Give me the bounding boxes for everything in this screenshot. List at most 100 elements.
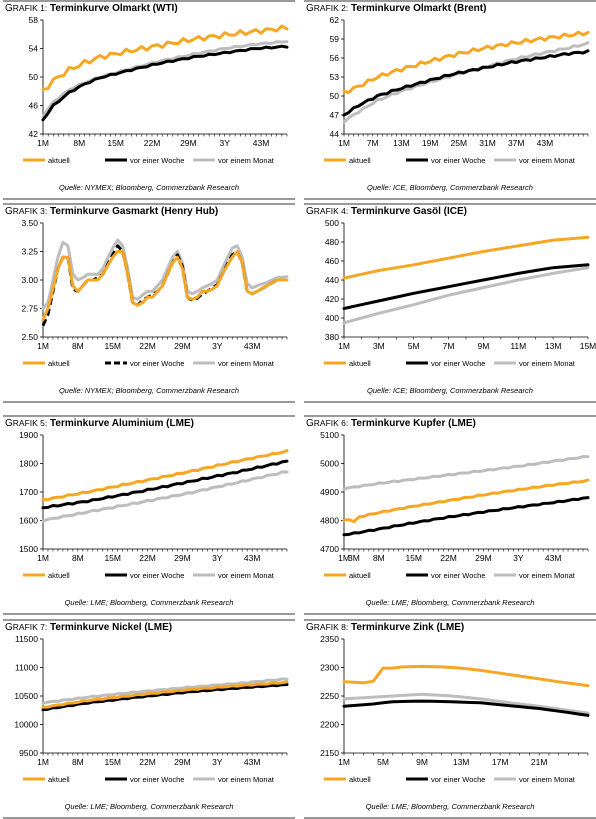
chart-svg: 1500 1600 1700 1800 1900 1M 8M 15M 22M 29M 3Y 43M ak…: [19, 430, 289, 580]
x-tick-label: 13M: [545, 341, 562, 351]
chart-title: GRAFIK 5: Terminkurve Aluminium (LME): [5, 418, 194, 429]
x-tick-label: 21M: [531, 757, 548, 767]
y-tick-label: 2200: [320, 720, 339, 730]
x-tick-label: 1M: [338, 757, 350, 767]
x-tick-label: 1M: [37, 341, 49, 351]
y-tick-label: 10500: [14, 691, 38, 701]
series-line-woche: [342, 699, 590, 717]
series-line-woche: [41, 683, 289, 712]
chart-area: 4700 4800 4900 5000 5100 1M 3M 8M 15M 22M 29M 3Y 43M…: [304, 430, 596, 596]
y-tick-label: 1500: [19, 544, 38, 554]
chart-area: 44 47 50 53 56 59 62 1M 7M 13M 19M 25M 31M 37M 43M aktu…: [304, 15, 596, 181]
x-tick-label: 11M: [510, 341, 526, 351]
x-tick-label: 8M: [373, 553, 385, 563]
x-tick-label: 17M: [492, 757, 509, 767]
legend-label-woche: vor einer Woche: [130, 571, 184, 580]
series-line-monat: [41, 677, 289, 705]
x-tick-label: 43M: [253, 138, 270, 148]
x-tick-label: 43M: [244, 553, 261, 563]
legend-label-aktuell: aktuell: [349, 571, 371, 580]
bottom-rule: [3, 401, 295, 403]
chart-svg: 2.50 2.75 3.00 3.25 3.50 1M 8M 15M 22M 29M 3Y 43M ak…: [21, 218, 289, 368]
legend-label-woche: vor einer Woche: [431, 775, 485, 784]
series-line-aktuell: [41, 449, 289, 502]
series-line-monat: [41, 238, 289, 310]
chart-svg: 2150 2200 2250 2300 2350 1M 5M 9M 13M 17M 21M aktue…: [320, 634, 590, 784]
y-tick-label: 5000: [320, 459, 339, 469]
x-tick-label: 15M: [104, 341, 121, 351]
x-tick-label: 8M: [72, 553, 84, 563]
legend-label-monat: vor einem Monat: [519, 156, 576, 165]
y-tick-label: 54: [29, 44, 39, 54]
chart-title: GRAFIK 4: Terminkurve Gasöl (ICE): [306, 206, 468, 217]
series-line-monat: [342, 455, 590, 491]
top-rule: [3, 619, 295, 621]
legend-label-aktuell: aktuell: [349, 359, 371, 368]
y-tick-label: 46: [29, 101, 39, 111]
legend-label-monat: vor einem Monat: [218, 775, 275, 784]
x-tick-label: 1M: [338, 341, 350, 351]
x-tick-label: 43M: [244, 757, 261, 767]
x-tick-label: 22M: [139, 757, 156, 767]
chart-title: GRAFIK 8: Terminkurve Zink (LME): [306, 622, 465, 633]
legend-label-monat: vor einem Monat: [519, 571, 576, 580]
x-tick-label: 29M: [174, 341, 191, 351]
chart-area: 380 400 420 440 460 480 500 1M 3M 5M 7M 9M 11M 13M 15M…: [304, 218, 596, 384]
x-tick-label: 3Y: [513, 553, 524, 563]
top-rule: [304, 619, 596, 621]
x-tick-label: 29M: [174, 553, 191, 563]
series-line-aktuell: [41, 24, 289, 91]
chart-svg: 380 400 420 440 460 480 500 1M 3M 5M 7M 9M 11M 13M 15M…: [324, 218, 596, 368]
x-tick-label: 3Y: [219, 138, 230, 148]
x-tick-label: 13M: [393, 138, 410, 148]
chart-source: Quelle: NYMEX; Bloomberg, Commerzbank Re…: [58, 386, 240, 395]
x-tick-label: 43M: [537, 138, 554, 148]
x-tick-label: 15M: [405, 553, 422, 563]
chart-area: 2150 2200 2250 2300 2350 1M 5M 9M 13M 17M 21M aktue…: [304, 634, 596, 800]
chart-panel-5: GRAFIK 5: Terminkurve Aluminium (LME) 150…: [3, 415, 295, 615]
series-line-woche: [342, 496, 590, 537]
x-tick-label: 22M: [440, 553, 457, 563]
x-tick-label: 1M: [37, 757, 49, 767]
x-tick-label: 5M: [377, 757, 389, 767]
x-tick-label: 3M: [373, 341, 385, 351]
y-tick-label: 420: [325, 294, 339, 304]
x-tick-label: 22M: [139, 553, 156, 563]
y-tick-label: 5100: [320, 430, 339, 440]
legend-label-monat: vor einem Monat: [519, 359, 576, 368]
x-tick-label: 1M: [338, 138, 350, 148]
chart-source: Quelle: ICE, Bloomberg, Commerzbank Rese…: [367, 183, 533, 192]
y-tick-label: 4900: [320, 487, 339, 497]
axes: [42, 639, 287, 754]
y-tick-label: 44: [330, 129, 340, 139]
y-tick-label: 50: [29, 72, 39, 82]
y-tick-label: 3.50: [21, 218, 38, 228]
chart-source: Quelle: NYMEX; Bloomberg, Commerzbank Re…: [58, 183, 240, 192]
legend-label-woche: vor einer Woche: [130, 775, 184, 784]
y-tick-label: 50: [330, 91, 340, 101]
chart-title: GRAFIK 2: Terminkurve Olmarkt (Brent): [306, 3, 487, 14]
x-tick-label: 1M: [37, 553, 49, 563]
y-tick-label: 2150: [320, 748, 339, 758]
top-rule: [3, 203, 295, 205]
chart-title: GRAFIK 3: Terminkurve Gasmarkt (Henry Hu…: [5, 206, 219, 217]
bottom-rule: [3, 613, 295, 615]
legend-label-monat: vor einem Monat: [218, 156, 275, 165]
bottom-rule: [304, 613, 596, 615]
x-tick-label: 43M: [244, 341, 261, 351]
series-line-aktuell: [342, 235, 590, 280]
legend-label-woche: vor einer Woche: [431, 359, 485, 368]
chart-source: Quelle: LME; Bloomberg, Commerzbank Rese…: [365, 802, 535, 811]
x-tick-label: 3Y: [212, 757, 223, 767]
x-tick-label: 9M: [416, 757, 428, 767]
y-tick-label: 62: [330, 15, 340, 25]
y-tick-label: 380: [325, 332, 339, 342]
chart-source: Quelle: LME; Bloomberg, Commerzbank Rese…: [365, 598, 535, 607]
x-tick-label: 29M: [180, 138, 197, 148]
x-tick-label: 8M: [72, 757, 84, 767]
top-rule: [304, 0, 596, 2]
legend-label-aktuell: aktuell: [48, 571, 70, 580]
bottom-rule: [304, 198, 596, 200]
y-tick-label: 4800: [320, 516, 339, 526]
chart-svg: 42 46 50 54 58 1M 8M 15M 22M 29M 3Y 43M aktuell vor e…: [23, 15, 289, 165]
